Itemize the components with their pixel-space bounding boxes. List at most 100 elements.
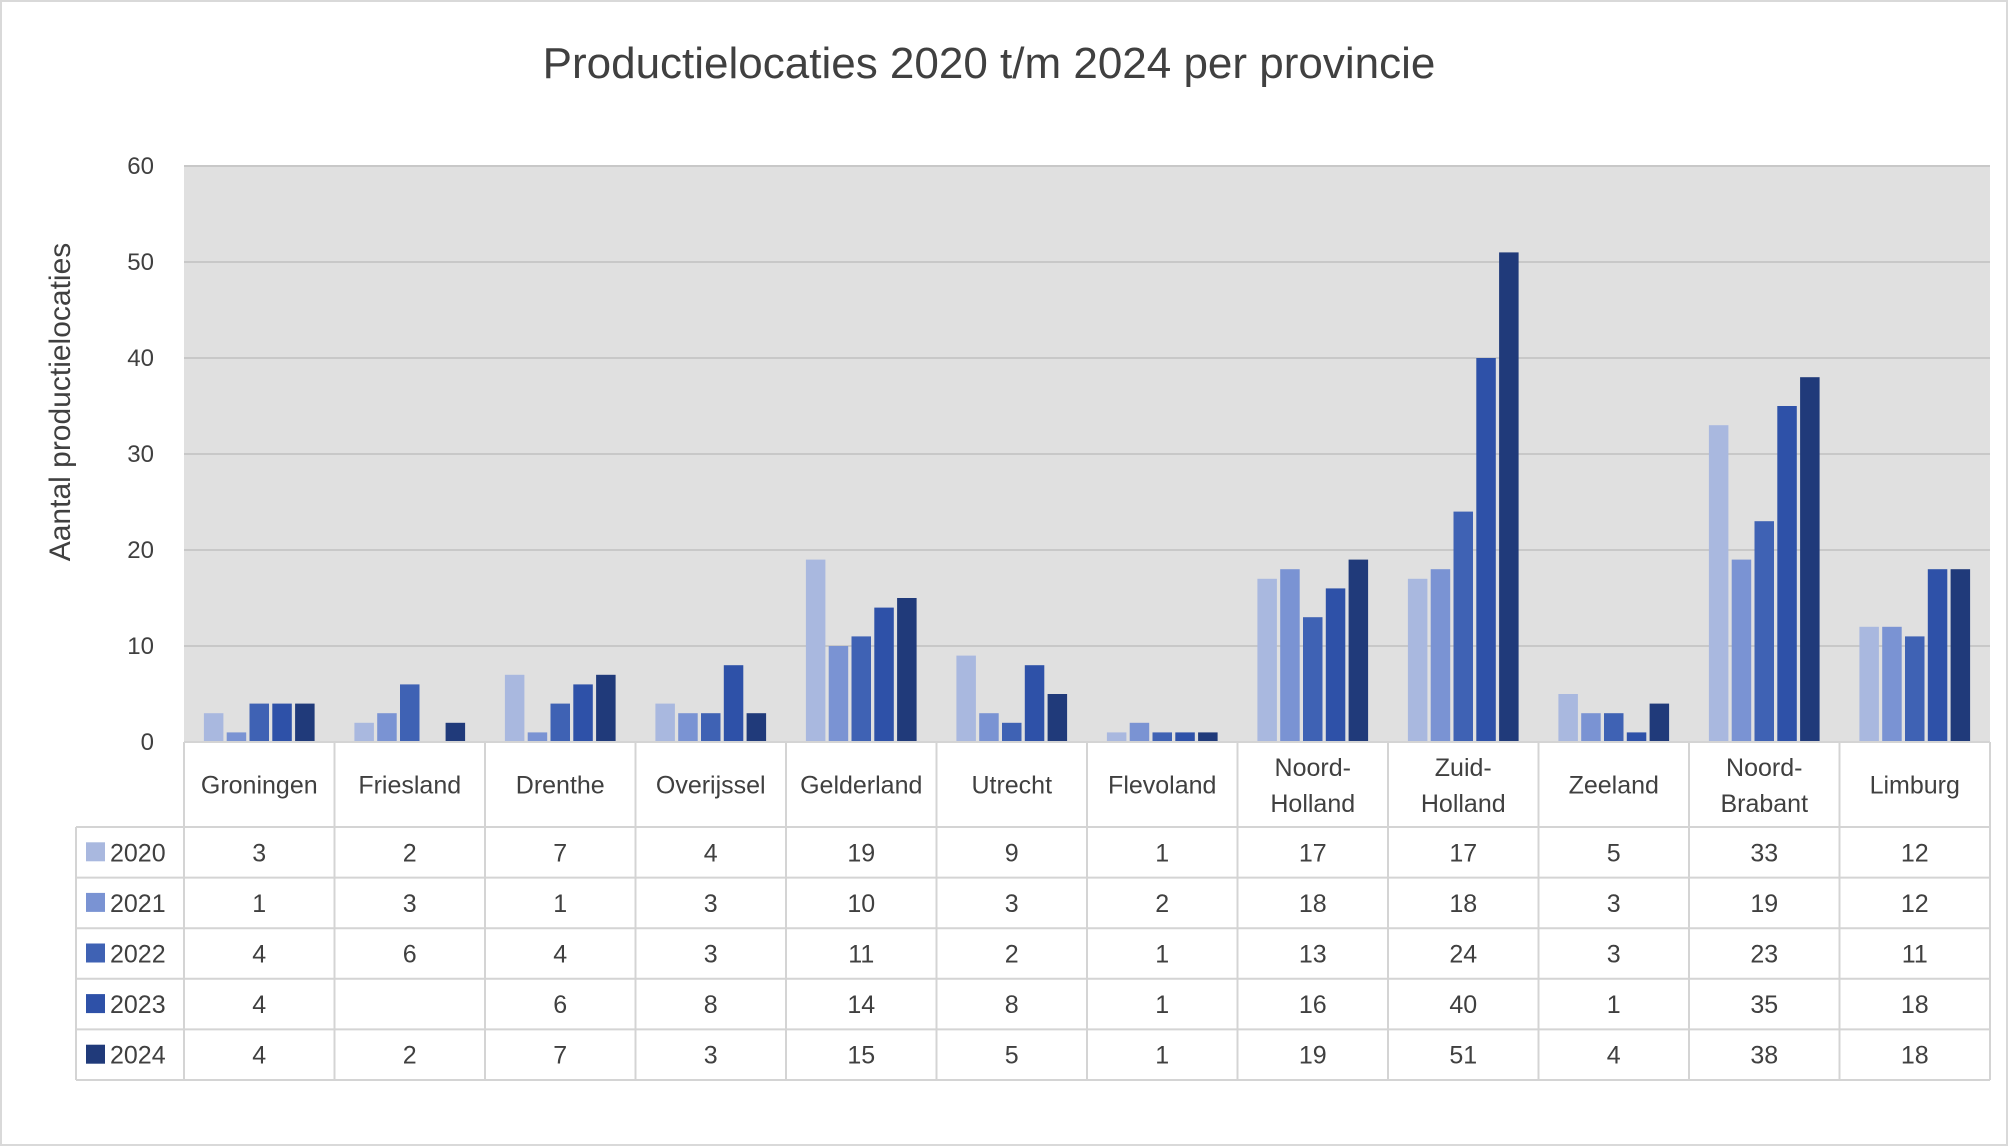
table-cell: 2 [1155, 890, 1169, 918]
bar [805, 559, 826, 742]
table-cell: 4 [553, 941, 567, 969]
data-table: Groningen Friesland Drenthe Overijssel Gelde… [75, 741, 1991, 1081]
table-cell: 7 [553, 1042, 567, 1070]
bar [1731, 559, 1752, 742]
bar [1198, 732, 1218, 742]
table-cell: 3 [1607, 890, 1621, 918]
bar [723, 665, 744, 742]
bar [1558, 694, 1578, 742]
category-label: Utrecht [971, 772, 1052, 800]
category-label: Flevoland [1108, 772, 1216, 800]
plot-area: 0 10 20 30 40 50 60 [127, 153, 1990, 756]
y-tick-label: 20 [127, 537, 154, 564]
table-cell: 35 [1750, 991, 1778, 1019]
legend-label: 2024 [110, 1042, 166, 1070]
bar [249, 703, 269, 742]
bar [1708, 425, 1729, 742]
legend-label: 2022 [110, 941, 166, 969]
legend-swatch [86, 842, 105, 862]
table-cell: 1 [1155, 941, 1169, 969]
bar [1280, 569, 1300, 742]
table-cell: 8 [1005, 991, 1019, 1019]
bar [1905, 636, 1925, 742]
y-tick-label: 60 [127, 153, 154, 180]
table-cell: 38 [1750, 1042, 1778, 1070]
table-cell: 18 [1449, 890, 1477, 918]
bar [1129, 722, 1150, 742]
y-tick-label: 10 [127, 633, 154, 660]
bar [897, 598, 917, 742]
table-cell: 11 [1902, 941, 1928, 969]
table-cell: 9 [1005, 839, 1019, 867]
table-cell: 1 [1155, 991, 1169, 1019]
table-cell: 4 [252, 1042, 266, 1070]
bar [1047, 694, 1068, 742]
legend-label: 2020 [110, 839, 166, 867]
bar [1002, 722, 1022, 742]
y-axis-label: Aantal productielocaties [44, 243, 77, 562]
table-cell: 4 [1607, 1042, 1621, 1070]
table-cell: 13 [1299, 941, 1327, 969]
table-cell: 17 [1449, 839, 1477, 867]
bar [1152, 732, 1172, 742]
bar [1604, 713, 1624, 742]
bar [1626, 732, 1647, 742]
bar [1859, 626, 1879, 742]
table-cell: 3 [403, 890, 417, 918]
table-cell: 17 [1299, 839, 1327, 867]
category-label: Noord-Holland [1270, 754, 1355, 818]
table-cell: 18 [1901, 991, 1929, 1019]
bar [573, 684, 593, 742]
table-cell: 3 [704, 941, 718, 969]
table-cell: 3 [704, 890, 718, 918]
bar [1950, 569, 1971, 742]
category-label: Zuid-Holland [1421, 754, 1506, 818]
category-label: Overijssel [656, 772, 766, 800]
table-cell: 5 [1607, 839, 1621, 867]
table-cell: 12 [1901, 890, 1929, 918]
table-cell: 51 [1449, 1042, 1477, 1070]
table-cell: 11 [848, 941, 874, 969]
legend-label: 2023 [110, 991, 166, 1019]
bar [1257, 578, 1277, 742]
bar [1303, 617, 1323, 742]
table-cell: 4 [704, 839, 718, 867]
category-label: Friesland [358, 772, 461, 800]
bar [655, 703, 675, 742]
table-cell: 1 [1155, 1042, 1169, 1070]
table-cell: 6 [403, 941, 417, 969]
bar [527, 732, 548, 742]
bar [550, 703, 570, 742]
category-label: Noord-Brabant [1720, 754, 1808, 818]
table-cell: 1 [1155, 839, 1169, 867]
bar [295, 703, 315, 742]
table-cell: 1 [1607, 991, 1621, 1019]
table-cell: 2 [1005, 941, 1019, 969]
bar [1927, 569, 1948, 742]
bar [377, 713, 397, 742]
table-cell: 10 [847, 890, 875, 918]
category-label: Gelderland [800, 772, 922, 800]
bar [1754, 521, 1774, 742]
table-cell: 40 [1449, 991, 1477, 1019]
y-tick-label: 50 [127, 249, 154, 276]
table-cell: 4 [252, 941, 266, 969]
legend-swatch [86, 994, 105, 1014]
bar [1407, 578, 1428, 742]
table-cell: 15 [847, 1042, 875, 1070]
bar [354, 722, 374, 742]
y-tick-label: 30 [127, 441, 154, 468]
table-cell: 7 [553, 839, 567, 867]
table-cell: 8 [704, 991, 718, 1019]
bar [678, 713, 698, 742]
table-cell: 3 [1607, 941, 1621, 969]
bar [1348, 559, 1369, 742]
table-cell: 24 [1449, 941, 1477, 969]
bar [1499, 252, 1519, 742]
category-label: Groningen [201, 772, 318, 800]
legend-label: 2021 [110, 890, 166, 918]
table-cell: 19 [1750, 890, 1778, 918]
chart-title: Productielocaties 2020 t/m 2024 per prov… [543, 39, 1436, 88]
legend-swatch [86, 892, 105, 912]
